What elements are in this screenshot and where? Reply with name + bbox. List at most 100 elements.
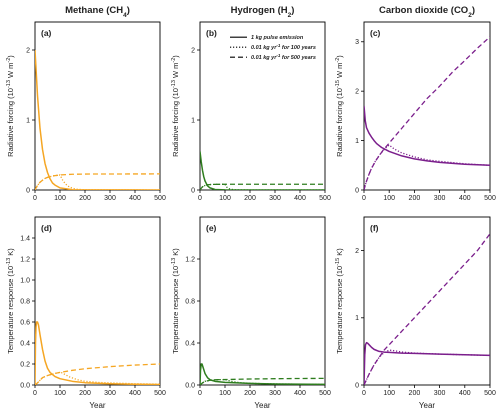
y-tick-label: 0 [26, 187, 30, 194]
y-axis-label: Radiative forcing (10-15 W m-2) [335, 55, 344, 157]
x-tick-label: 400 [459, 195, 471, 202]
legend-entry: 0.01 kg yr-1 for 500 years [251, 53, 316, 62]
y-tick-label: 0.4 [185, 340, 195, 347]
column-title-h2: Hydrogen (H2) [231, 5, 295, 19]
x-axis-label: Year [419, 401, 436, 410]
x-tick-label: 200 [244, 390, 256, 397]
legend-text-end: for 100 years [280, 45, 315, 51]
panel-b: 0 100 200 300 400 500 0 1 2 Radiative forcing (10… [171, 21, 331, 202]
panel-d: 0 100 200 300 400 500 0.0 0.2 0.4 0.6 0.8 1.0 1.2 1.4… [6, 216, 166, 410]
y-tick-label: 1 [191, 117, 195, 124]
y-axis-label-close: ) [335, 248, 344, 251]
legend-text: 0.01 kg yr [251, 55, 277, 61]
series-line-dashed [364, 36, 490, 190]
x-tick-label: 300 [104, 390, 116, 397]
y-tick-label: 1 [26, 117, 30, 124]
y-tick-label: 0.6 [20, 319, 30, 326]
x-tick-label: 100 [219, 195, 231, 202]
x-tick-label: 200 [244, 195, 256, 202]
x-tick-label: 400 [129, 390, 141, 397]
y-axis-label-text: Radiative forcing (10 [6, 88, 15, 157]
y-tick-label: 0.0 [185, 382, 195, 389]
x-tick-label: 200 [409, 390, 421, 397]
x-axis-label: Year [254, 401, 271, 410]
panel-c: 0 100 200 300 400 500 0 1 2 3 Radiative forcing (1… [335, 21, 496, 202]
x-tick-label: 0 [33, 195, 37, 202]
x-tick-label: 0 [362, 390, 366, 397]
series-line-dashed [35, 173, 160, 190]
series-line-dotted [364, 144, 490, 190]
y-axis-label-exponent: -13 [171, 80, 177, 88]
y-tick-label: 2 [191, 47, 195, 54]
x-tick-label: 300 [269, 390, 281, 397]
series-line-solid [364, 341, 490, 385]
panel-e: 0 100 200 300 400 500 0.0 0.4 0.8 1.2 Temperature … [171, 216, 331, 410]
legend-text-end: for 500 years [280, 55, 315, 61]
y-axis-label-text: Temperature response (10 [171, 266, 180, 354]
y-axis-label-unit-exponent: -2 [171, 58, 177, 63]
legend-text: 0.01 kg yr [251, 45, 277, 51]
x-tick-label: 400 [129, 195, 141, 202]
x-tick-label: 300 [269, 195, 281, 202]
y-tick-label: 0 [355, 382, 359, 389]
series-line-dashed [200, 183, 325, 190]
y-axis-label-exponent: -13 [6, 80, 12, 88]
series-line-dashed [364, 233, 490, 385]
x-tick-label: 500 [319, 195, 331, 202]
x-tick-label: 200 [79, 195, 91, 202]
series-line-solid [35, 49, 160, 190]
y-axis-label: Temperature response (10-13 K) [171, 248, 180, 354]
column-title-co2: Carbon dioxide (CO2) [379, 5, 475, 19]
legend-entry: 1 kg pulse emission [251, 35, 304, 41]
y-axis-label-unit: W m [335, 63, 344, 81]
y-tick-label: 3 [355, 39, 359, 46]
y-axis-label: Temperature response (10-13 K) [6, 248, 15, 354]
y-axis-label-exponent: -15 [335, 258, 341, 266]
legend-exponent: -1 [276, 53, 280, 58]
x-tick-label: 0 [362, 195, 366, 202]
x-tick-label: 100 [383, 390, 395, 397]
column-title-text: Carbon dioxide (CO [379, 5, 468, 16]
y-axis-label-exponent: -15 [335, 80, 341, 88]
y-axis-label-text: Temperature response (10 [6, 266, 15, 354]
x-tick-label: 300 [104, 195, 116, 202]
x-tick-label: 0 [33, 390, 37, 397]
x-tick-label: 200 [79, 390, 91, 397]
panel-label: (d) [41, 223, 52, 233]
y-axis-label-text: Temperature response (10 [335, 266, 344, 354]
y-tick-label: 1 [355, 138, 359, 145]
y-tick-label: 0.0 [20, 382, 30, 389]
column-title-close: ) [127, 5, 130, 16]
y-axis-label-unit: W m [6, 63, 15, 81]
panel-f: 0 100 200 300 400 500 0 1 2 Temperature response … [335, 216, 496, 410]
y-axis-label-unit: W m [171, 63, 180, 81]
column-title-text: Methane (CH [65, 5, 123, 16]
x-tick-label: 100 [54, 390, 66, 397]
y-tick-label: 0.8 [20, 298, 30, 305]
y-tick-label: 2 [26, 47, 30, 54]
y-tick-label: 1 [355, 315, 359, 322]
series-line-dotted [35, 174, 160, 190]
y-tick-label: 0.8 [185, 298, 195, 305]
y-tick-label: 2 [355, 89, 359, 96]
plot-frame [34, 21, 161, 191]
x-tick-label: 300 [434, 195, 446, 202]
x-tick-label: 500 [154, 390, 166, 397]
panel-label: (c) [370, 28, 381, 38]
y-axis-label-exponent: -13 [171, 258, 177, 266]
column-title-subscript: 2 [468, 12, 472, 19]
series-line-solid [200, 151, 325, 190]
y-tick-label: 0.4 [20, 340, 30, 347]
column-title-text: Hydrogen (H [231, 5, 288, 16]
series-line-dotted [364, 349, 490, 385]
y-axis-label-unit: K [335, 251, 344, 258]
y-axis-label-exponent: -13 [6, 258, 12, 266]
legend-entry: 0.01 kg yr-1 for 100 years [251, 43, 316, 52]
y-axis-label-unit: K [171, 251, 180, 258]
column-title-subscript: 4 [123, 12, 127, 19]
panel-a: 0 100 200 300 400 500 0 1 2 Radiative forcing (10… [6, 21, 166, 202]
legend-exponent: -1 [276, 43, 280, 48]
y-axis-label-unit-exponent: -2 [6, 58, 12, 63]
x-tick-label: 100 [219, 390, 231, 397]
